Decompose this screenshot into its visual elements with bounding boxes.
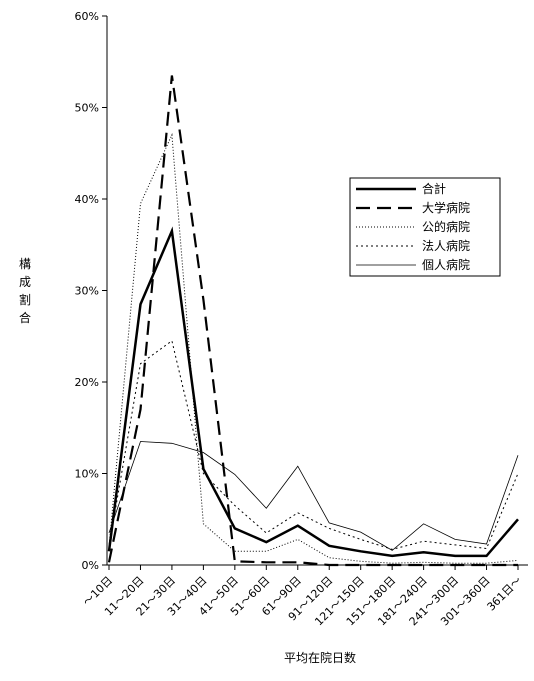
y-ticks: 0% 10% 20% 30% 40% 50% 60% [75, 10, 107, 572]
y-tick-label: 0% [82, 559, 99, 572]
series-line [108, 441, 519, 551]
x-tick-label: 361日～ [485, 574, 525, 614]
y-tick-label: 30% [75, 285, 99, 298]
legend-label: 大学病院 [422, 200, 470, 215]
series-line [108, 339, 519, 550]
series-lines [107, 75, 519, 567]
legend-label: 個人病院 [422, 257, 470, 272]
legend-label: 法人病院 [422, 238, 470, 253]
legend-label: 公的病院 [422, 219, 470, 234]
y-tick-label: 10% [75, 468, 99, 481]
y-axis-title-char: 合 [19, 310, 31, 325]
series-line [107, 75, 518, 567]
y-tick-label: 20% [75, 376, 99, 389]
x-ticks: ～10日11～20日21～30日31～40日41～50日51～60日61～90日… [80, 565, 524, 628]
y-tick-label: 40% [75, 193, 99, 206]
y-axis-title-char: 割 [19, 292, 31, 307]
y-tick-label: 50% [75, 102, 99, 115]
y-axis-title-char: 構 [19, 257, 31, 271]
legend-label: 合計 [422, 181, 446, 196]
series-line [108, 132, 519, 564]
y-axis-title-char: 成 [19, 275, 31, 289]
x-axis-title: 平均在院日数 [284, 650, 356, 665]
y-tick-label: 60% [75, 10, 99, 23]
series-line [107, 226, 519, 558]
